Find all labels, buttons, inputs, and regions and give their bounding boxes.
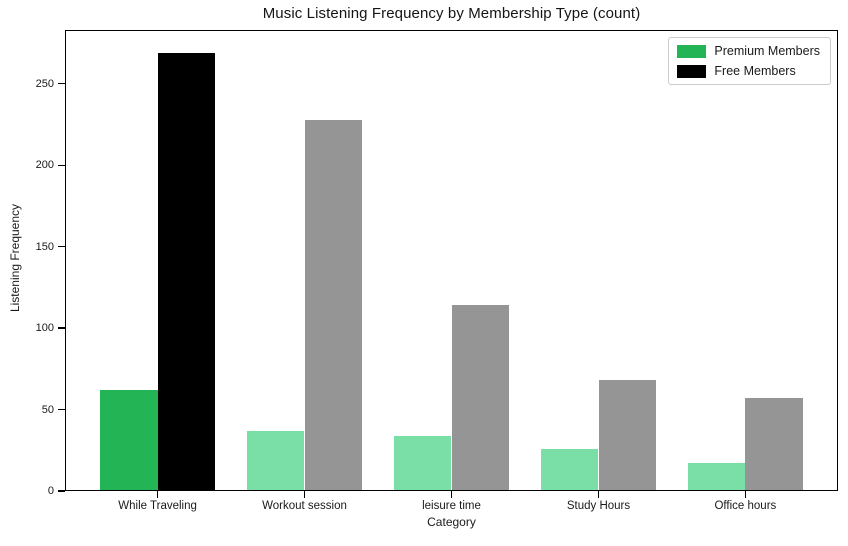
bar-free-members-while-traveling <box>157 52 215 491</box>
y-tick-label: 0 <box>47 485 54 497</box>
y-axis-label: Listening Frequency <box>8 203 22 313</box>
x-axis-label: Category <box>427 515 476 529</box>
x-tick-label-workout-session: Workout session <box>262 500 347 512</box>
x-tick-mark <box>744 491 747 498</box>
legend-label-free: Free Members <box>714 64 796 78</box>
x-tick-label-while-traveling: While Traveling <box>118 500 197 512</box>
bar-free-members-study-hours <box>598 380 656 491</box>
y-tick-label: 100 <box>35 322 54 335</box>
x-tick-mark <box>156 491 159 498</box>
premium-members-swatch <box>677 44 707 58</box>
free-members-swatch <box>677 64 707 78</box>
y-tick-mark <box>58 164 65 166</box>
x-tick-label-leisure-time: leisure time <box>422 500 481 512</box>
legend-entry-free: Free Members <box>677 64 820 78</box>
bar-free-members-workout-session <box>304 119 362 491</box>
bars-layer <box>65 30 838 491</box>
y-tick-mark <box>58 327 65 329</box>
y-tick-mark <box>58 83 65 85</box>
x-tick-mark <box>597 491 600 498</box>
x-tick-mark <box>303 491 306 498</box>
x-tick-label-study-hours: Study Hours <box>566 500 631 512</box>
plot-area: Premium Members Free Members 0 50 100 150 20… <box>36 30 838 512</box>
x-tick-mark <box>450 491 453 498</box>
y-tick-label: 200 <box>35 159 54 172</box>
bar-premium-members-office-hours <box>688 463 746 491</box>
x-tick-label-office-hours: Office hours <box>714 500 777 512</box>
bar-premium-members-leisure-time <box>394 435 452 491</box>
chart-title: Music Listening Frequency by Membership … <box>262 5 641 22</box>
bar-premium-members-while-traveling <box>100 390 158 491</box>
y-tick-label: 50 <box>41 403 54 416</box>
y-tick-mark <box>58 246 65 248</box>
y-tick-mark <box>58 490 65 492</box>
y-tick-label: 150 <box>35 240 54 253</box>
legend-label-premium: Premium Members <box>714 44 820 58</box>
y-tick-label: 250 <box>35 77 54 90</box>
legend-entry-premium: Premium Members <box>677 44 820 58</box>
bar-premium-members-study-hours <box>541 448 599 491</box>
y-tick-mark <box>58 408 65 411</box>
bar-premium-members-workout-session <box>247 430 305 491</box>
bar-free-members-leisure-time <box>451 305 509 491</box>
bar-free-members-office-hours <box>745 398 803 491</box>
legend: Premium Members Free Members <box>668 37 831 85</box>
